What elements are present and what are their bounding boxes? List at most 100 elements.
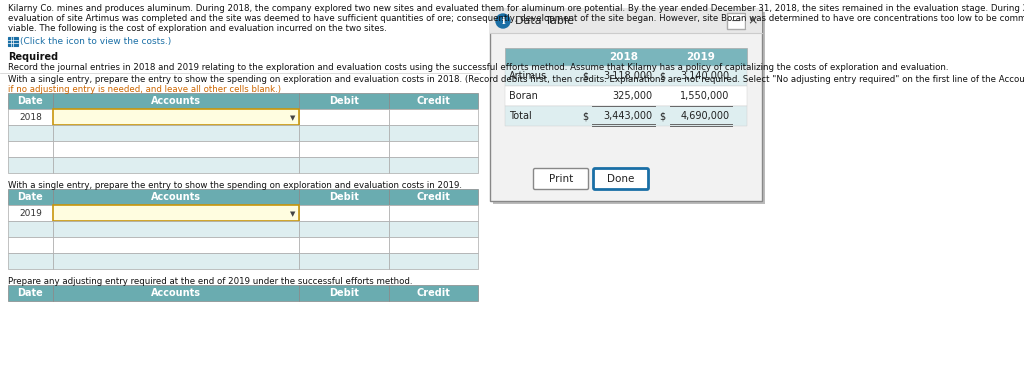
FancyBboxPatch shape (389, 125, 478, 141)
FancyBboxPatch shape (52, 253, 299, 269)
Text: $: $ (582, 71, 588, 81)
FancyBboxPatch shape (299, 253, 389, 269)
FancyBboxPatch shape (52, 189, 299, 205)
FancyBboxPatch shape (505, 48, 746, 66)
FancyBboxPatch shape (52, 93, 299, 109)
FancyBboxPatch shape (8, 157, 52, 173)
Circle shape (496, 14, 510, 28)
FancyBboxPatch shape (52, 205, 299, 221)
Text: Credit: Credit (417, 288, 451, 298)
Text: Debit: Debit (329, 192, 359, 202)
FancyBboxPatch shape (299, 125, 389, 141)
FancyBboxPatch shape (8, 93, 52, 109)
Text: $: $ (659, 71, 666, 81)
Text: $: $ (659, 111, 666, 121)
FancyBboxPatch shape (389, 157, 478, 173)
FancyBboxPatch shape (299, 221, 389, 237)
FancyBboxPatch shape (299, 157, 389, 173)
Text: (Click the icon to view the costs.): (Click the icon to view the costs.) (20, 37, 171, 46)
Text: ×: × (748, 15, 758, 27)
FancyBboxPatch shape (389, 221, 478, 237)
FancyBboxPatch shape (389, 285, 478, 301)
Text: ▼: ▼ (290, 115, 295, 121)
Text: Prepare any adjusting entry required at the end of 2019 under the successful eff: Prepare any adjusting entry required at … (8, 277, 413, 286)
FancyBboxPatch shape (389, 141, 478, 157)
FancyBboxPatch shape (8, 221, 52, 237)
FancyBboxPatch shape (52, 125, 299, 141)
Text: 325,000: 325,000 (612, 91, 652, 101)
Text: evaluation of site Artimus was completed and the site was deemed to have suffici: evaluation of site Artimus was completed… (8, 14, 1024, 23)
FancyBboxPatch shape (490, 9, 762, 201)
FancyBboxPatch shape (52, 205, 299, 221)
FancyBboxPatch shape (8, 125, 52, 141)
FancyBboxPatch shape (389, 109, 478, 125)
Text: 2019: 2019 (18, 209, 42, 218)
FancyBboxPatch shape (52, 141, 299, 157)
FancyBboxPatch shape (493, 12, 765, 204)
Text: 2019: 2019 (686, 52, 716, 62)
FancyBboxPatch shape (389, 93, 478, 109)
Text: −: − (731, 15, 741, 27)
FancyBboxPatch shape (52, 237, 299, 253)
FancyBboxPatch shape (505, 66, 746, 86)
FancyBboxPatch shape (389, 237, 478, 253)
FancyBboxPatch shape (8, 109, 52, 125)
Text: 1,550,000: 1,550,000 (680, 91, 729, 101)
FancyBboxPatch shape (594, 169, 648, 189)
FancyBboxPatch shape (299, 189, 389, 205)
FancyBboxPatch shape (299, 205, 389, 221)
FancyBboxPatch shape (52, 109, 299, 125)
FancyBboxPatch shape (389, 205, 478, 221)
Text: Credit: Credit (417, 96, 451, 106)
Text: Data Table: Data Table (515, 16, 573, 26)
Text: With a single entry, prepare the entry to show the spending on exploration and e: With a single entry, prepare the entry t… (8, 181, 462, 190)
Text: Debit: Debit (329, 96, 359, 106)
Text: Total: Total (509, 111, 531, 121)
FancyBboxPatch shape (746, 13, 760, 29)
FancyBboxPatch shape (299, 141, 389, 157)
Text: Accounts: Accounts (151, 192, 201, 202)
FancyBboxPatch shape (8, 285, 52, 301)
FancyBboxPatch shape (299, 285, 389, 301)
Text: Accounts: Accounts (151, 96, 201, 106)
Text: Kilarny Co. mines and produces aluminum. During 2018, the company explored two n: Kilarny Co. mines and produces aluminum.… (8, 4, 1024, 13)
FancyBboxPatch shape (52, 221, 299, 237)
Text: Done: Done (607, 174, 635, 184)
FancyBboxPatch shape (727, 13, 745, 29)
FancyBboxPatch shape (389, 189, 478, 205)
FancyBboxPatch shape (8, 189, 52, 205)
Text: Accounts: Accounts (151, 288, 201, 298)
Text: $: $ (582, 111, 588, 121)
Text: Print: Print (549, 174, 573, 184)
Text: 4,690,000: 4,690,000 (680, 111, 729, 121)
FancyBboxPatch shape (8, 237, 52, 253)
FancyBboxPatch shape (8, 253, 52, 269)
FancyBboxPatch shape (8, 205, 52, 221)
Text: Date: Date (17, 192, 43, 202)
FancyBboxPatch shape (534, 169, 589, 189)
Text: viable. The following is the cost of exploration and evaluation incurred on the : viable. The following is the cost of exp… (8, 24, 387, 33)
Text: Record the journal entries in 2018 and 2019 relating to the exploration and eval: Record the journal entries in 2018 and 2… (8, 63, 948, 72)
FancyBboxPatch shape (299, 93, 389, 109)
Text: 3,140,000: 3,140,000 (680, 71, 729, 81)
FancyBboxPatch shape (505, 86, 746, 106)
FancyBboxPatch shape (8, 37, 18, 46)
FancyBboxPatch shape (52, 157, 299, 173)
FancyBboxPatch shape (299, 237, 389, 253)
Text: 3,118,000: 3,118,000 (603, 71, 652, 81)
FancyBboxPatch shape (299, 109, 389, 125)
Text: Debit: Debit (329, 288, 359, 298)
FancyBboxPatch shape (490, 9, 762, 33)
Text: 2018: 2018 (609, 52, 638, 62)
Text: i: i (501, 16, 505, 25)
Text: if no adjusting entry is needed, and leave all other cells blank.): if no adjusting entry is needed, and lea… (8, 85, 281, 94)
FancyBboxPatch shape (505, 106, 746, 126)
FancyBboxPatch shape (389, 253, 478, 269)
Text: Date: Date (17, 96, 43, 106)
FancyBboxPatch shape (52, 109, 299, 125)
Text: Artimus: Artimus (509, 71, 547, 81)
FancyBboxPatch shape (52, 285, 299, 301)
Text: 2018: 2018 (18, 113, 42, 122)
Text: Boran: Boran (509, 91, 538, 101)
Text: Required: Required (8, 52, 58, 62)
